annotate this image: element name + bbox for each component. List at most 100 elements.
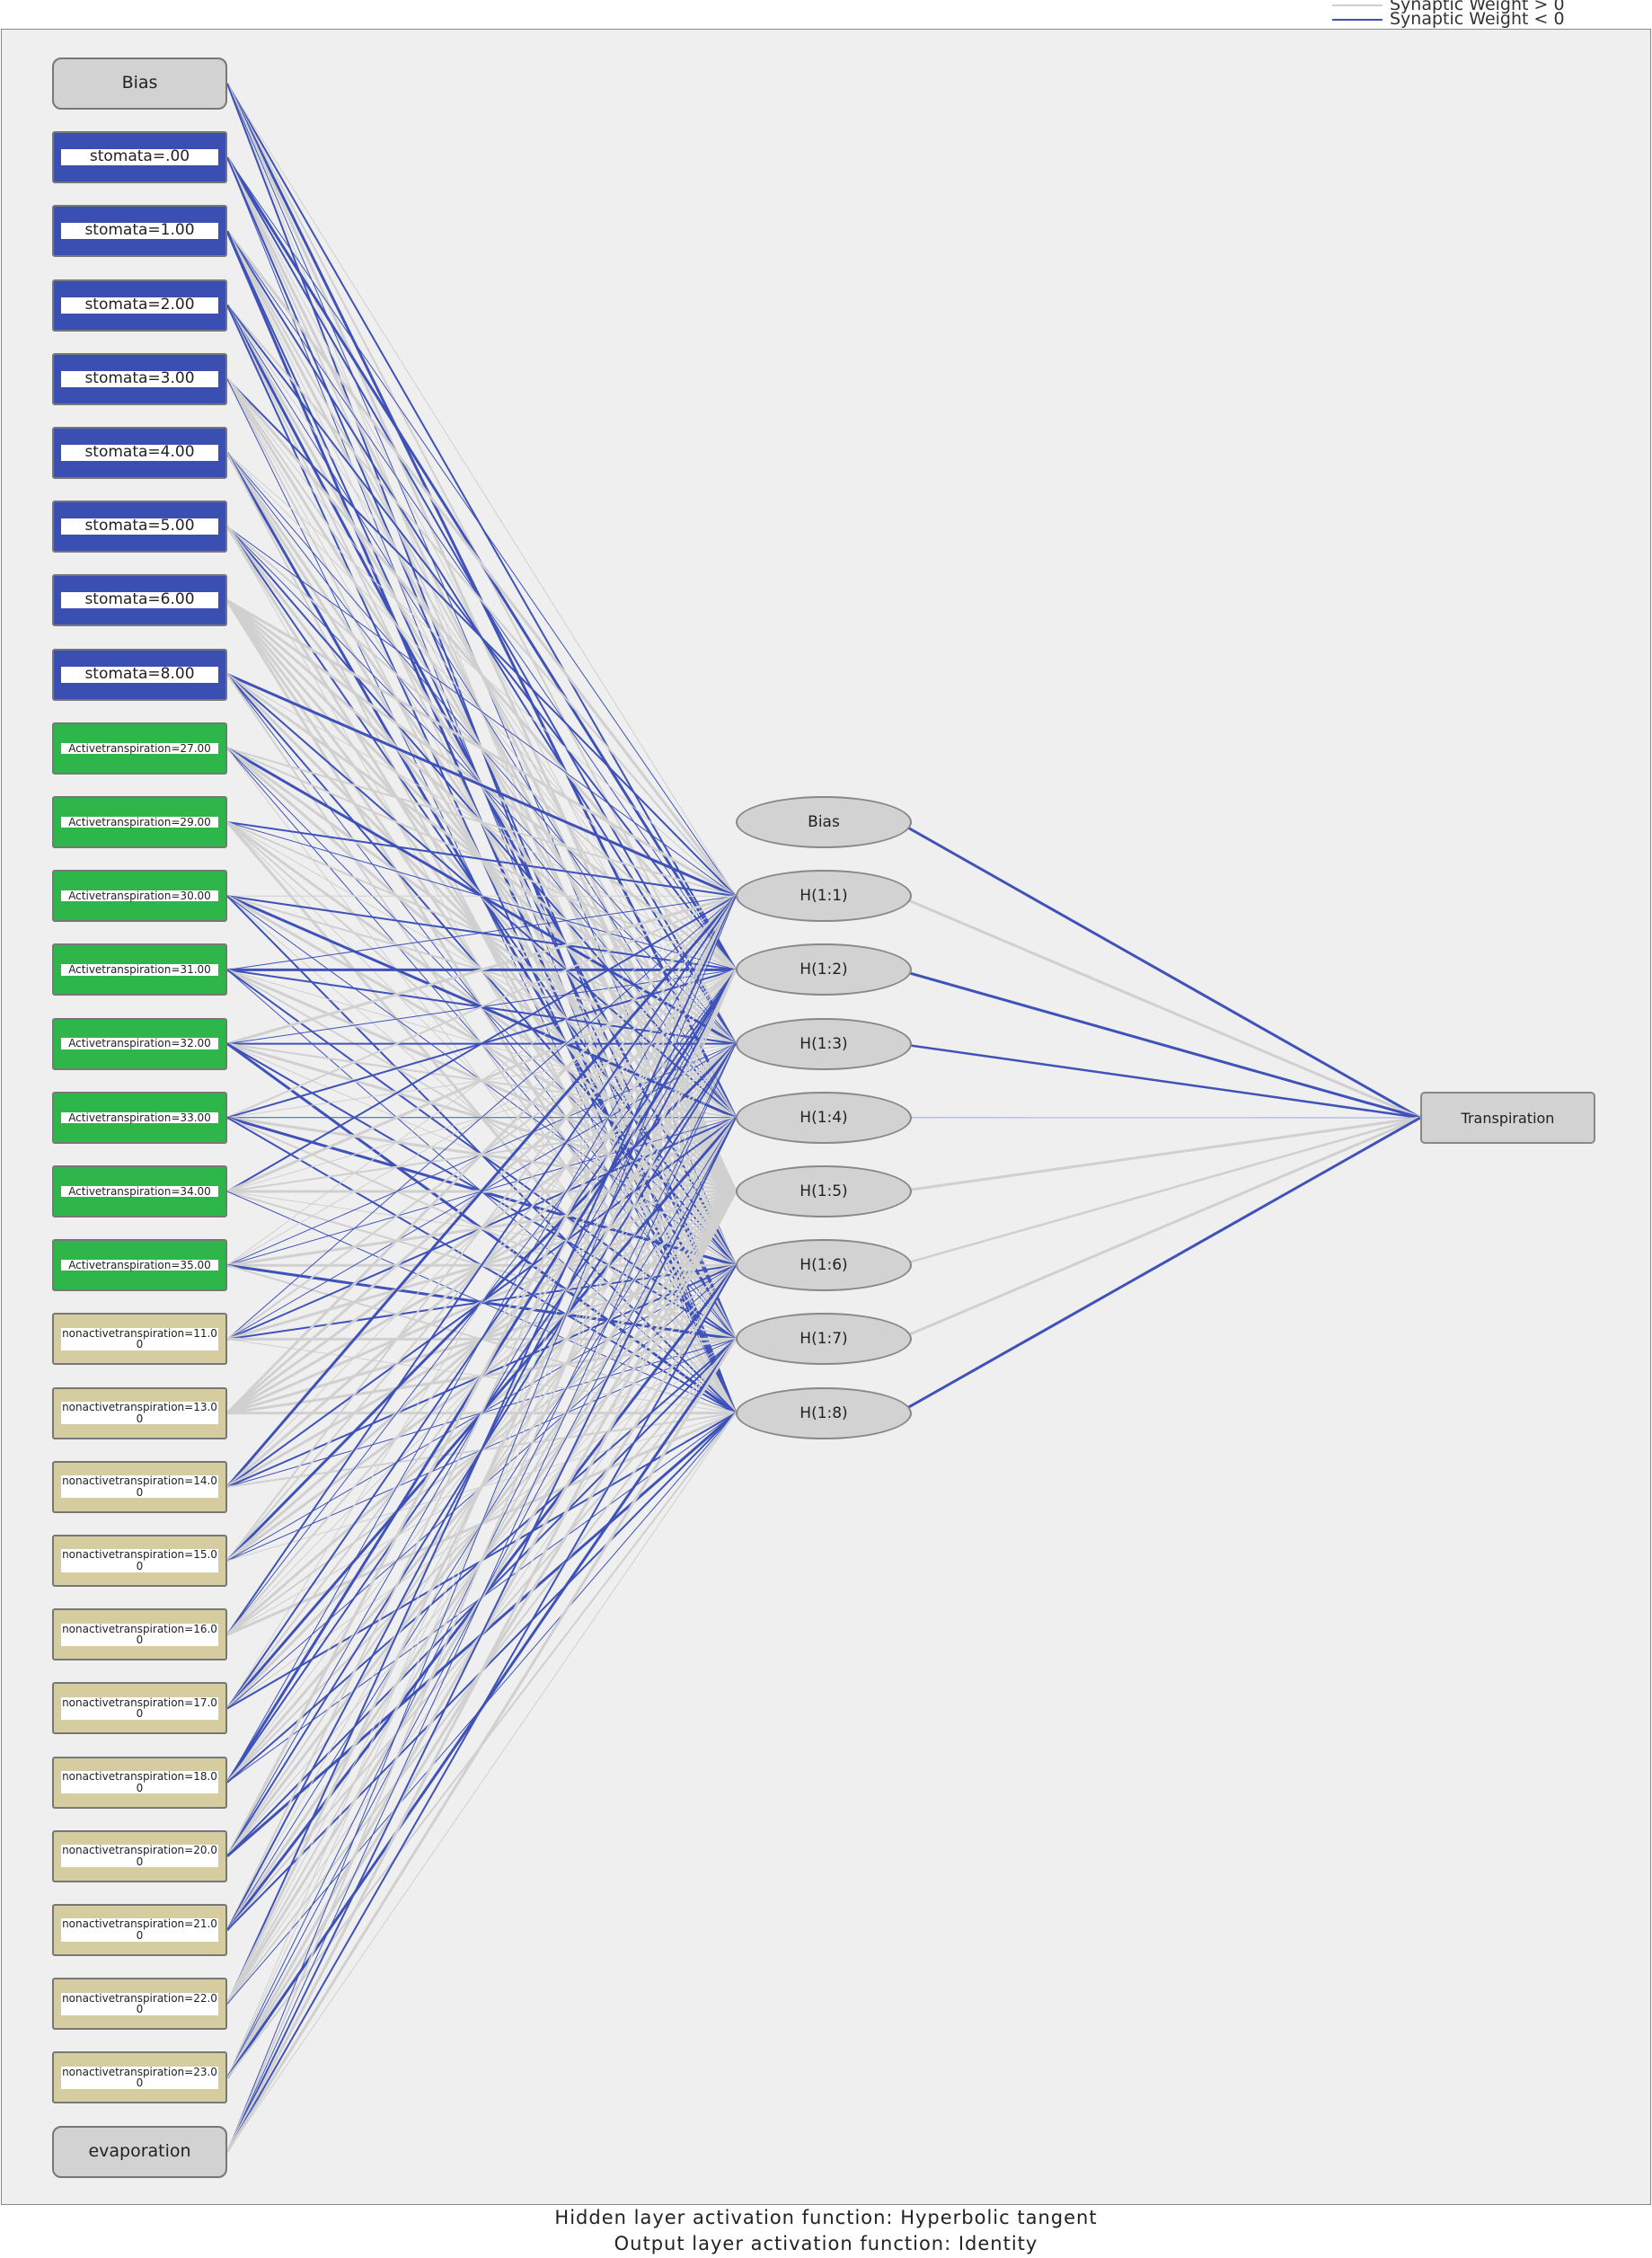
input-node: stomata=1.00 [52, 205, 227, 258]
synapse [226, 895, 737, 1340]
synapse [226, 1043, 737, 2152]
node-label: nonactivetranspiration=16.00 [61, 1622, 218, 1647]
node-label: stomata=3.00 [61, 370, 218, 387]
node-label: nonactivetranspiration=20.00 [61, 1844, 218, 1868]
input-node: evaporation [52, 2125, 227, 2178]
input-node: Activetranspiration=34.00 [52, 1165, 227, 1218]
synapse [225, 1338, 738, 2153]
input-node: nonactivetranspiration=17.00 [52, 1682, 227, 1735]
synapse [226, 895, 737, 1931]
input-node: Activetranspiration=33.00 [52, 1091, 227, 1144]
synapse [225, 895, 738, 1414]
hidden-node: H(1:5) [736, 1165, 912, 1218]
node-label: nonactivetranspiration=13.00 [61, 1401, 218, 1425]
hidden-node: H(1:3) [736, 1017, 912, 1070]
input-node: nonactivetranspiration=16.00 [52, 1608, 227, 1661]
synapse [226, 970, 737, 2152]
node-label: Activetranspiration=31.00 [61, 964, 218, 976]
synapse [897, 1116, 1421, 1267]
footer-text: Output layer activation function: Identi… [614, 2233, 1038, 2254]
input-node: nonactivetranspiration=13.00 [52, 1386, 227, 1439]
node-label: stomata=.00 [61, 148, 218, 166]
synapse [226, 894, 737, 1046]
synapse [226, 1264, 737, 2153]
synapse [226, 452, 737, 897]
synapse [226, 304, 737, 897]
hidden-node: H(1:4) [736, 1091, 912, 1144]
node-label: nonactivetranspiration=11.00 [61, 1326, 218, 1351]
legend-label: Synaptic Weight > 0 [1390, 0, 1565, 14]
synapse [225, 895, 738, 1857]
synapse [226, 895, 737, 1783]
synapse [226, 895, 737, 1709]
synapse [897, 1042, 1421, 1120]
synapse [897, 1116, 1421, 1414]
node-label: nonactivetranspiration=22.00 [61, 1991, 218, 2016]
synapse [226, 821, 737, 898]
input-node: stomata=8.00 [52, 648, 227, 701]
input-node: stomata=6.00 [52, 574, 227, 627]
legend-label: Synaptic Weight < 0 [1390, 9, 1565, 29]
node-label: nonactivetranspiration=17.00 [61, 1696, 218, 1721]
hidden-node: H(1:6) [736, 1239, 912, 1292]
input-node: Activetranspiration=32.00 [52, 1017, 227, 1070]
node-label: Activetranspiration=29.00 [61, 817, 218, 828]
input-node: Activetranspiration=30.00 [52, 870, 227, 923]
node-label: Bias [121, 73, 158, 93]
node-label: Activetranspiration=35.00 [61, 1260, 218, 1271]
synapse [225, 895, 738, 1488]
synapse [226, 673, 737, 898]
input-node: Activetranspiration=27.00 [52, 722, 227, 775]
synapse [226, 156, 737, 897]
hidden-node: Bias [736, 796, 912, 848]
synapse [226, 895, 737, 1635]
node-label: nonactivetranspiration=14.00 [61, 1474, 218, 1499]
node-label: nonactivetranspiration=23.00 [61, 2065, 218, 2090]
node-label: Activetranspiration=34.00 [61, 1186, 218, 1198]
node-label: nonactivetranspiration=21.00 [61, 1917, 218, 1942]
input-node: Activetranspiration=29.00 [52, 796, 227, 848]
input-node: stomata=2.00 [52, 279, 227, 332]
synapse [226, 747, 737, 898]
input-node: nonactivetranspiration=20.00 [52, 1829, 227, 1882]
synapse [225, 230, 738, 898]
input-node: stomata=4.00 [52, 427, 227, 479]
hidden-node: H(1:8) [736, 1386, 912, 1439]
synapse [226, 895, 737, 1119]
input-node: nonactivetranspiration=18.00 [52, 1756, 227, 1809]
synapse [226, 895, 737, 1192]
synapse [225, 1191, 738, 2153]
synapse [226, 896, 737, 2078]
footer-text: Hidden layer activation function: Hyperb… [554, 2207, 1098, 2228]
node-label: stomata=8.00 [61, 666, 218, 683]
synapse [897, 1116, 1421, 1341]
hidden-node: H(1:1) [736, 870, 912, 923]
input-node: stomata=3.00 [52, 352, 227, 405]
synapse [226, 895, 737, 970]
input-node: nonactivetranspiration=23.00 [52, 2051, 227, 2104]
input-node: nonactivetranspiration=22.00 [52, 1978, 227, 2031]
node-label: Activetranspiration=30.00 [61, 890, 218, 902]
hidden-node: H(1:7) [736, 1313, 912, 1366]
synapse [226, 1117, 737, 2153]
input-node: stomata=5.00 [52, 500, 227, 553]
synapse [897, 968, 1421, 1120]
node-label: stomata=4.00 [61, 444, 218, 461]
input-node: nonactivetranspiration=15.00 [52, 1535, 227, 1587]
hidden-node: H(1:2) [736, 943, 912, 996]
node-label: Activetranspiration=27.00 [61, 742, 218, 755]
synapse [897, 1116, 1421, 1193]
node-label: Activetranspiration=32.00 [61, 1038, 218, 1049]
synapse [226, 895, 737, 1562]
input-node: nonactivetranspiration=11.00 [52, 1313, 227, 1366]
node-label: stomata=2.00 [61, 297, 218, 314]
synapse [226, 1412, 737, 2152]
synapse [226, 526, 737, 897]
input-node: Activetranspiration=35.00 [52, 1239, 227, 1292]
synapse [226, 895, 737, 2005]
input-node: nonactivetranspiration=21.00 [52, 1904, 227, 1956]
synapse [897, 820, 1421, 1120]
synapse [226, 896, 737, 2152]
